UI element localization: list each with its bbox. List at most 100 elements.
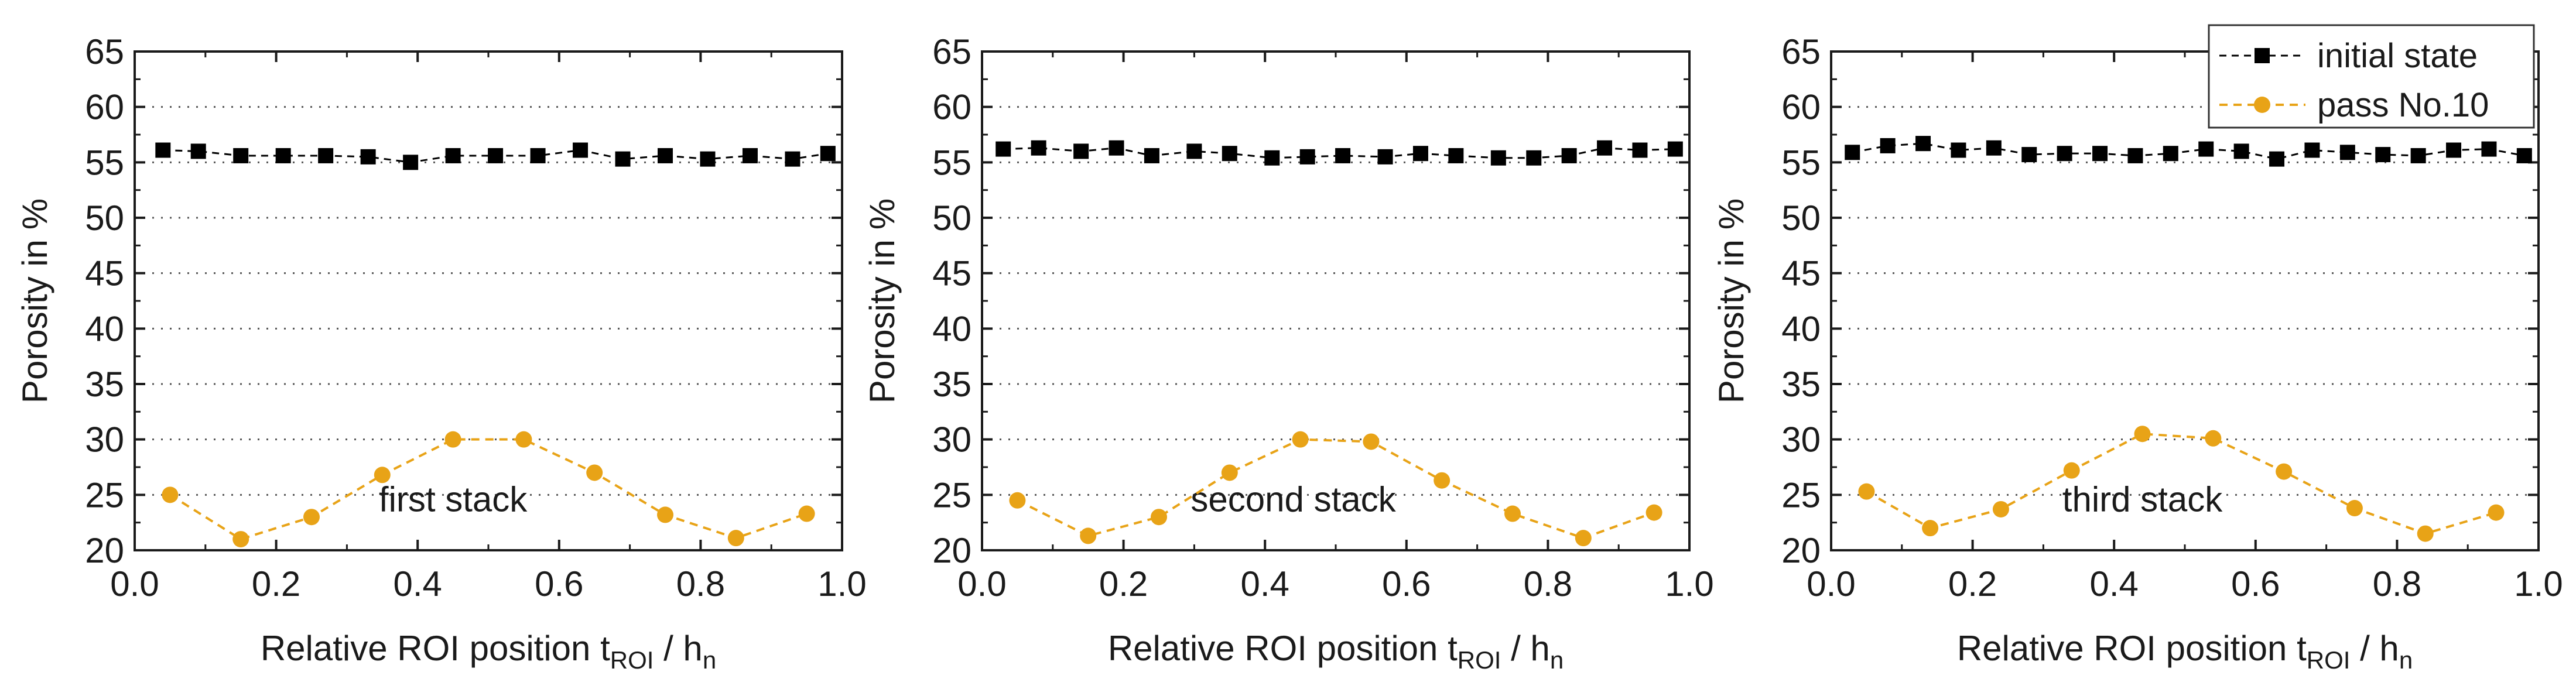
data-point-pass-no10: [798, 505, 815, 522]
x-axis-title-part: / h: [654, 629, 702, 668]
x-axis-title-part: ROI: [610, 646, 654, 674]
x-tick-label: 0.8: [676, 564, 725, 604]
plot-frame: [981, 50, 1691, 551]
data-point-pass-no10: [1646, 504, 1662, 521]
data-point-initial-state: [573, 142, 589, 158]
x-tick-label: 0.8: [1524, 564, 1572, 604]
y-tick-label: 40: [85, 309, 124, 348]
y-tick-label: 35: [85, 365, 124, 404]
data-point-initial-state: [1448, 148, 1464, 163]
x-axis-title-part: Relative ROI position t: [261, 629, 610, 668]
data-point-pass-no10: [162, 486, 179, 503]
y-tick-label: 35: [1781, 365, 1821, 404]
chart-panel-1: 20 25 30 35 40 45 50 55 60 65 0.0 0.2 0.4 0.6 0.8 1.0 Po…: [15, 32, 867, 674]
x-tick-label: 0.4: [393, 564, 442, 604]
chart-panel-2: 20 25 30 35 40 45 50 55 60 65 0.0 0.2 0.4 0.6 0.8 1.0 Po…: [863, 32, 1714, 674]
data-point-initial-state: [2304, 142, 2320, 158]
data-point-pass-no10: [1858, 483, 1875, 500]
x-axis-title: Relative ROI position tROI / hn: [1108, 629, 1564, 674]
x-tick-label: 0.6: [2231, 564, 2280, 604]
x-tick-label: 0.2: [1948, 564, 1997, 604]
stack-annotation: third stack: [2062, 480, 2223, 519]
data-point-pass-no10: [727, 530, 744, 547]
y-tick-label: 60: [932, 88, 971, 127]
data-point-initial-state: [1264, 150, 1280, 166]
x-tick-label: 0.6: [535, 564, 583, 604]
series-line-pass-no10: [1866, 433, 2497, 535]
data-point-initial-state: [1412, 146, 1428, 162]
stack-annotation: first stack: [379, 480, 528, 519]
data-point-initial-state: [2021, 147, 2037, 163]
data-point-initial-state: [1490, 150, 1506, 166]
x-tick-label: 0.2: [252, 564, 300, 604]
data-point-initial-state: [2375, 147, 2391, 163]
data-point-initial-state: [2269, 151, 2285, 167]
y-tick-label: 20: [85, 531, 124, 570]
x-tick-label: 1.0: [1665, 564, 1713, 604]
data-point-pass-no10: [515, 431, 532, 448]
data-point-initial-state: [2516, 148, 2532, 163]
stack-annotation: second stack: [1190, 480, 1396, 519]
y-tick-label: 25: [1781, 475, 1821, 515]
x-axis-title-part: / h: [1501, 629, 1549, 668]
x-tick-label: 0.4: [1240, 564, 1289, 604]
data-point-pass-no10: [444, 431, 461, 448]
series-line-pass-no10: [1017, 438, 1655, 540]
data-point-initial-state: [318, 148, 334, 163]
data-point-initial-state: [1073, 143, 1089, 159]
legend-label: pass No.10: [2317, 86, 2489, 124]
data-point-pass-no10: [2417, 525, 2434, 542]
x-axis-title: Relative ROI position tROI / hn: [261, 629, 716, 674]
data-point-initial-state: [2057, 146, 2072, 162]
data-point-initial-state: [2481, 141, 2497, 157]
y-tick-label: 50: [932, 198, 971, 238]
y-tick-label: 40: [932, 309, 971, 348]
data-point-pass-no10: [2488, 504, 2505, 521]
x-axis-title-part: / h: [2350, 629, 2399, 668]
data-point-initial-state: [233, 148, 249, 163]
y-axis-title: Porosity in %: [863, 198, 902, 403]
data-point-initial-state: [785, 151, 800, 167]
data-point-pass-no10: [2276, 463, 2293, 480]
x-tick-label: 0.0: [110, 564, 159, 604]
data-point-initial-state: [2198, 141, 2214, 157]
y-tick-label: 55: [85, 143, 124, 182]
y-tick-label: 20: [932, 531, 971, 570]
data-point-pass-no10: [1292, 431, 1309, 448]
data-point-initial-state: [1222, 146, 1237, 162]
data-point-pass-no10: [374, 467, 391, 484]
data-point-pass-no10: [2063, 462, 2080, 479]
data-point-initial-state: [820, 146, 836, 162]
x-axis-title: Relative ROI position tROI / hn: [1957, 629, 2413, 674]
y-tick-label: 45: [1781, 254, 1821, 293]
x-axis-title-part: Relative ROI position t: [1108, 629, 1458, 668]
y-tick-label: 65: [85, 32, 124, 71]
data-point-initial-state: [700, 151, 716, 167]
y-tick-label: 60: [1781, 88, 1821, 127]
x-tick-label: 0.0: [1807, 564, 1855, 604]
x-tick-label: 0.2: [1099, 564, 1148, 604]
data-point-initial-state: [2446, 142, 2462, 158]
y-axis-title: Porosity in %: [1712, 198, 1751, 403]
data-point-initial-state: [1951, 142, 1966, 158]
y-tick-label: 55: [932, 143, 971, 182]
data-point-pass-no10: [1992, 501, 2009, 517]
data-point-initial-state: [1335, 148, 1351, 163]
data-point-pass-no10: [1221, 464, 1238, 481]
x-axis-title-part: ROI: [2307, 646, 2351, 674]
x-tick-label: 1.0: [2514, 564, 2563, 604]
data-point-pass-no10: [1575, 530, 1592, 547]
x-axis-title-part: n: [2399, 646, 2413, 674]
data-point-pass-no10: [1009, 492, 1026, 509]
data-point-initial-state: [658, 148, 673, 163]
data-point-initial-state: [1880, 138, 1896, 153]
data-point-initial-state: [2233, 143, 2249, 159]
x-tick-label: 0.0: [957, 564, 1006, 604]
data-point-initial-state: [1845, 145, 1860, 160]
x-tick-label: 1.0: [817, 564, 866, 604]
y-tick-label: 60: [85, 88, 124, 127]
y-tick-label: 30: [1781, 420, 1821, 460]
y-tick-label: 20: [1781, 531, 1821, 570]
data-point-initial-state: [360, 149, 376, 164]
